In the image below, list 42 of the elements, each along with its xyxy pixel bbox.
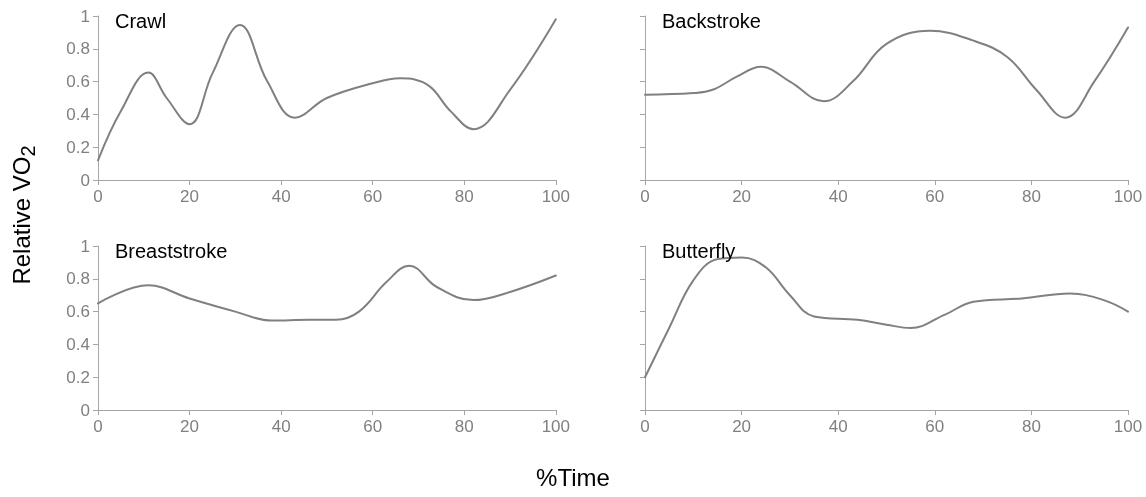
x-tick-label: 100	[541, 187, 571, 206]
y-tick-label: 0.4	[66, 104, 90, 124]
x-tick-label: 60	[363, 187, 383, 206]
y-tick-label: 0.4	[66, 334, 90, 354]
y-tick-label: 0.2	[66, 137, 90, 157]
x-tick-label: 40	[271, 417, 291, 436]
y-tick-label: 0.8	[66, 39, 90, 59]
x-tick-label: 100	[1113, 187, 1143, 206]
chart-title: Backstroke	[662, 10, 761, 32]
x-axis-title: %Time	[536, 464, 610, 492]
x-tick-label: 60	[925, 187, 945, 206]
chart-title: Butterfly	[662, 240, 736, 262]
x-tick-label: 40	[828, 417, 848, 436]
y-tick-label: 0.6	[66, 72, 90, 92]
y-tick-label: 0.6	[66, 302, 90, 322]
line-series	[97, 264, 557, 322]
x-tick-label: 60	[363, 417, 383, 436]
x-tick-label: 100	[541, 417, 571, 436]
x-tick-label: 0	[93, 187, 103, 206]
x-tick-label: 0	[640, 187, 650, 206]
chart-title: Breaststroke	[115, 240, 228, 262]
x-tick-label: 60	[925, 417, 945, 436]
x-tick-label: 80	[454, 187, 474, 206]
y-tick-label: 0	[80, 170, 90, 190]
x-tick-label: 100	[1113, 417, 1143, 436]
chart-title: Crawl	[115, 10, 167, 32]
x-tick-label: 80	[454, 417, 474, 436]
x-tick-label: 40	[828, 187, 848, 206]
x-tick-label: 0	[640, 417, 650, 436]
y-tick-label: 0	[80, 400, 90, 420]
x-tick-label: 80	[1021, 187, 1041, 206]
y-tick-label: 0.2	[66, 367, 90, 387]
y-tick-label: 0.8	[66, 269, 90, 289]
x-tick-label: 0	[93, 417, 103, 436]
y-tick-label: 1	[80, 236, 90, 256]
x-tick-label: 20	[180, 417, 200, 436]
x-tick-label: 80	[1021, 417, 1041, 436]
y-tick-label: 1	[80, 6, 90, 26]
x-tick-label: 20	[732, 187, 752, 206]
x-tick-label: 20	[732, 417, 752, 436]
x-tick-label: 20	[180, 187, 200, 206]
x-tick-label: 40	[271, 187, 291, 206]
